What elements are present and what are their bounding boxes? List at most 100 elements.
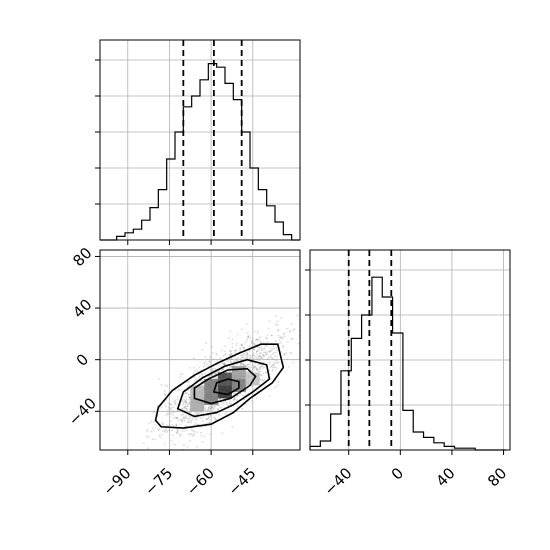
density-point xyxy=(188,396,191,399)
density-point xyxy=(172,406,175,409)
density-point xyxy=(238,349,241,352)
density-point xyxy=(148,422,151,425)
density-point xyxy=(174,399,177,402)
density-point xyxy=(209,407,212,410)
density-point xyxy=(182,416,185,419)
density-point xyxy=(205,363,208,366)
density-point xyxy=(214,405,217,408)
density-point xyxy=(248,366,251,369)
density-point xyxy=(268,362,271,364)
density-point xyxy=(226,403,228,406)
density-point xyxy=(220,369,222,372)
density-point xyxy=(170,412,173,415)
hist-x-grid xyxy=(100,40,300,240)
panel-hist-y: −40 0 40 80 xyxy=(305,249,511,499)
density-point xyxy=(259,335,261,338)
density-point xyxy=(164,394,167,397)
density-point xyxy=(229,353,232,356)
density-point xyxy=(268,349,271,352)
density-point xyxy=(270,365,273,368)
density-point xyxy=(191,429,193,431)
density-point xyxy=(251,363,253,366)
density-point xyxy=(219,357,222,359)
density-point xyxy=(151,438,154,440)
density-point xyxy=(166,385,169,388)
density-point xyxy=(240,344,242,346)
density-point xyxy=(183,406,186,409)
density-point xyxy=(203,435,206,438)
density-point xyxy=(204,355,207,358)
density-point xyxy=(171,429,173,432)
density-point xyxy=(179,403,182,406)
density-point xyxy=(218,414,221,417)
density-point xyxy=(283,332,286,335)
density-point xyxy=(211,369,214,372)
density-point xyxy=(186,385,189,388)
density-point xyxy=(259,368,261,370)
density-point xyxy=(233,360,236,363)
density-point xyxy=(250,366,253,369)
density-point xyxy=(273,364,275,366)
density-point xyxy=(182,407,184,410)
density-point xyxy=(274,315,277,317)
density-point xyxy=(231,346,234,348)
density-point xyxy=(275,351,278,354)
density-point xyxy=(218,370,221,373)
density-point xyxy=(183,429,185,432)
density-point xyxy=(211,369,214,372)
density-point xyxy=(185,401,188,404)
density-point xyxy=(259,351,262,354)
density-point xyxy=(256,349,259,352)
density-y-ticks: −40 0 40 80 xyxy=(65,244,100,430)
density-point xyxy=(207,360,210,363)
density-point xyxy=(207,364,210,367)
density-point xyxy=(240,357,243,359)
density-point xyxy=(187,433,190,436)
density-point xyxy=(229,400,232,403)
density-point xyxy=(245,364,248,367)
density-point xyxy=(163,443,166,445)
density-point xyxy=(168,404,171,406)
density-point xyxy=(184,400,186,403)
density-point xyxy=(224,352,227,355)
density-point xyxy=(157,428,160,431)
density-grid xyxy=(100,250,300,450)
density-point xyxy=(224,345,227,348)
density-point xyxy=(213,377,216,380)
density-point xyxy=(168,407,171,410)
density-point xyxy=(292,329,295,332)
density-point xyxy=(192,357,195,360)
density-point xyxy=(242,353,245,356)
density-point xyxy=(180,419,183,422)
density-point xyxy=(256,338,259,341)
density-point xyxy=(239,358,242,361)
density-point xyxy=(153,438,156,441)
density-point xyxy=(229,330,232,333)
density-point xyxy=(224,363,227,366)
density-point xyxy=(244,341,247,344)
density-point xyxy=(204,406,207,409)
density-point xyxy=(265,337,268,340)
density-point xyxy=(219,398,222,401)
density-point xyxy=(189,433,192,436)
density-point xyxy=(282,352,285,355)
density-point xyxy=(205,418,208,421)
hist-y-xtick-label: 0 xyxy=(388,464,407,483)
density-point xyxy=(259,366,262,369)
density-point xyxy=(246,363,249,366)
density-point xyxy=(246,371,249,374)
hist-x-quantiles xyxy=(182,40,243,240)
density-point xyxy=(258,352,261,355)
density-point xyxy=(211,406,213,409)
density-point xyxy=(239,347,242,350)
density-point xyxy=(246,332,249,335)
density-point xyxy=(208,375,211,378)
density-point xyxy=(188,380,191,383)
density-point xyxy=(185,400,188,403)
density-point xyxy=(188,396,191,398)
density-ytick-label: −40 xyxy=(65,394,100,429)
density-point xyxy=(185,417,188,420)
density-point xyxy=(166,412,169,415)
density-point xyxy=(253,342,256,345)
density-point xyxy=(190,432,193,435)
